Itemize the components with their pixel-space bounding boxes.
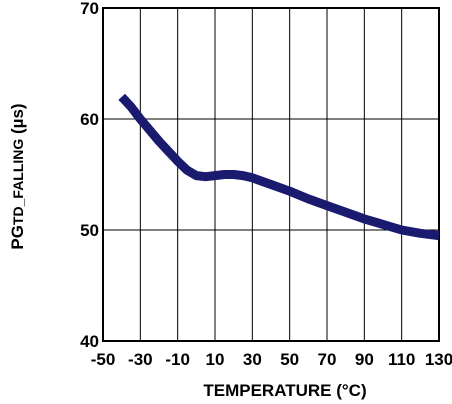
y-tick-label: 40 <box>80 332 99 351</box>
x-tick-label: -50 <box>91 350 116 369</box>
y-axis-label-subscript: TD_FALLING <box>10 139 26 225</box>
grid <box>102 7 440 342</box>
x-tick-label: 10 <box>206 350 225 369</box>
plot-frame <box>102 7 440 342</box>
series-line <box>118 93 440 241</box>
y-tick-label: 50 <box>80 221 99 240</box>
x-tick-label: 130 <box>425 350 452 369</box>
x-tick-label: -10 <box>165 350 190 369</box>
y-tick-label: 60 <box>80 110 99 129</box>
y-axis-label: PGTD_FALLING (µs) <box>8 103 27 249</box>
series-layer <box>118 93 440 241</box>
x-tick-label: 70 <box>318 350 337 369</box>
y-tick-labels: 40 50 60 70 <box>80 0 99 351</box>
x-tick-labels: -50 -30 -10 10 30 50 70 90 110 130 <box>91 350 452 369</box>
y-axis-label-main: PG <box>8 225 27 250</box>
x-axis-label: TEMPERATURE (°C) <box>203 381 366 400</box>
x-tick-label: -30 <box>128 350 153 369</box>
x-tick-label: 110 <box>388 350 415 369</box>
y-tick-label: 70 <box>80 0 99 18</box>
x-tick-label: 30 <box>243 350 262 369</box>
y-axis-label-unit: (µs) <box>8 103 27 138</box>
x-tick-label: 90 <box>355 350 374 369</box>
x-tick-label: 50 <box>280 350 299 369</box>
